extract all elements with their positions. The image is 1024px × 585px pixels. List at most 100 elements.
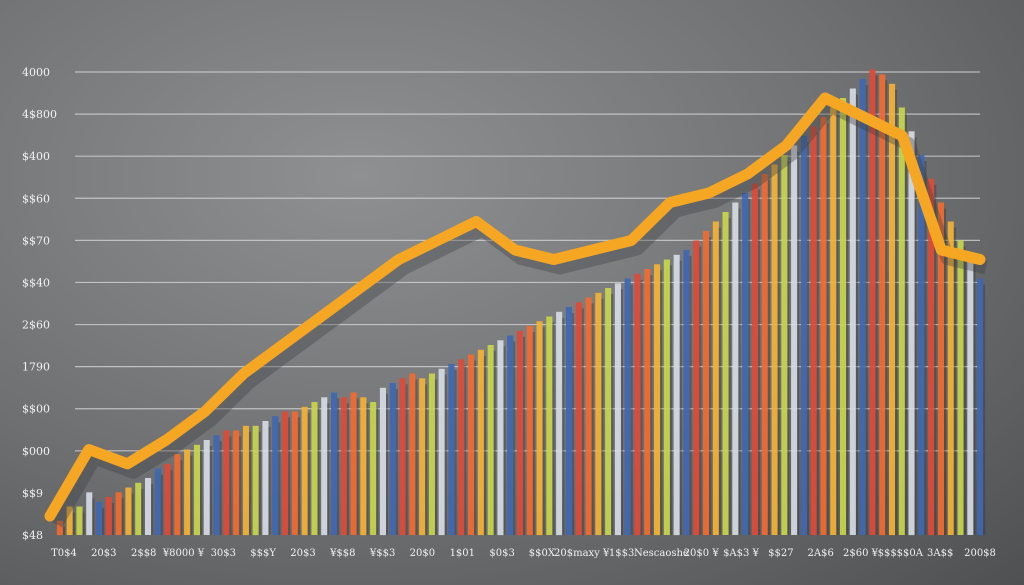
bar [937, 202, 944, 535]
bar-shadow [337, 398, 340, 535]
bar [761, 174, 768, 535]
y-tick-label: 4000 [22, 66, 50, 79]
bar-shadow [983, 284, 986, 535]
bar [497, 340, 504, 536]
bar [458, 359, 465, 536]
bar-shadow [102, 507, 105, 536]
bar [154, 468, 161, 535]
x-tick-label: 3A$$ [927, 548, 953, 559]
bar [487, 345, 494, 535]
bar [242, 425, 249, 536]
bar [517, 330, 524, 536]
bar [751, 183, 758, 535]
bar-shadow [493, 351, 496, 535]
bar [800, 136, 807, 535]
bar [654, 264, 661, 536]
bar [213, 435, 220, 536]
bar [575, 302, 582, 536]
bar-shadow [141, 488, 144, 536]
bar [360, 397, 367, 536]
bar-shadow [581, 308, 584, 536]
bar [889, 83, 896, 536]
bar [184, 449, 191, 535]
bar [614, 283, 621, 536]
bar [879, 74, 886, 536]
x-tick-label: 20$0 [410, 548, 435, 559]
bar-shadow [934, 184, 937, 536]
y-tick-label: $$00 [22, 403, 50, 416]
bar [311, 402, 318, 535]
x-tick-label: $$$$$0A [878, 548, 924, 559]
bar [634, 273, 641, 536]
y-axis-ticks: 4000 4$800 $400 $$60 $$70 $$40 2$60 1790 $$00 $00… [22, 66, 57, 542]
bar-shadow [572, 313, 575, 535]
bar-shadow [356, 398, 359, 535]
bar-shadow [601, 298, 604, 536]
bar-shadow [415, 379, 418, 535]
bar-shadow [758, 189, 761, 535]
x-tick-label: 1$$3 [609, 548, 634, 559]
bar [830, 107, 837, 535]
bar-shadow [797, 151, 800, 535]
bar [262, 421, 269, 535]
bar-shadow [973, 265, 976, 535]
bar [252, 425, 259, 536]
x-tick-label: ¥8000 ¥ [162, 548, 205, 559]
bar [712, 221, 719, 535]
bar [898, 107, 905, 535]
bar-shadow [620, 289, 623, 536]
bar-shadow [209, 446, 212, 535]
bar-shadow [767, 180, 770, 535]
bar [272, 416, 279, 536]
bar-shadow [229, 436, 232, 535]
bar [193, 444, 200, 536]
bar-shadow [787, 161, 790, 535]
bar [771, 164, 778, 535]
bar-shadow [258, 431, 261, 536]
bar [477, 349, 484, 536]
bar [840, 98, 847, 535]
bar [526, 326, 533, 535]
bar-shadow [72, 512, 75, 535]
bar-shadow [718, 227, 721, 535]
bar [781, 155, 788, 535]
bar-shadow [523, 336, 526, 536]
x-tick-label: T0$4 [51, 548, 77, 559]
bar-shadow [650, 275, 653, 535]
bar-shadow [307, 412, 310, 536]
bar [536, 321, 543, 536]
bar [115, 492, 122, 536]
bar-shadow [160, 474, 163, 535]
x-tick-label: $$$Y [250, 548, 276, 559]
y-tick-label: $400 [22, 150, 50, 163]
bar-shadow [738, 208, 741, 535]
bar [810, 126, 817, 535]
bar-shadow [62, 526, 65, 536]
x-tick-label: $A$3 ¥ [723, 548, 759, 559]
bar-shadow [846, 104, 849, 535]
bar [164, 463, 171, 536]
bar [291, 411, 298, 535]
bar-shadow [111, 503, 114, 535]
bar-shadow [689, 256, 692, 535]
bar-shadow [200, 450, 203, 536]
y-tick-label: $48 [22, 529, 43, 542]
bar [56, 520, 63, 536]
y-tick-label: $$40 [22, 276, 50, 289]
bar-shadow [532, 332, 535, 535]
bar [409, 373, 416, 535]
bar-shadow [748, 199, 751, 535]
bar-shadow [924, 161, 927, 535]
bar-shadow [953, 227, 956, 535]
bar-shadow [219, 441, 222, 536]
bar-shadow [434, 379, 437, 535]
bar-shadow [454, 370, 457, 535]
bar-shadow [914, 137, 917, 536]
y-tick-label: 1790 [22, 361, 50, 374]
bar [849, 88, 856, 535]
bar-shadow [464, 365, 467, 536]
x-tick-label: 2$60 ¥ [843, 548, 879, 559]
bar [448, 364, 455, 535]
